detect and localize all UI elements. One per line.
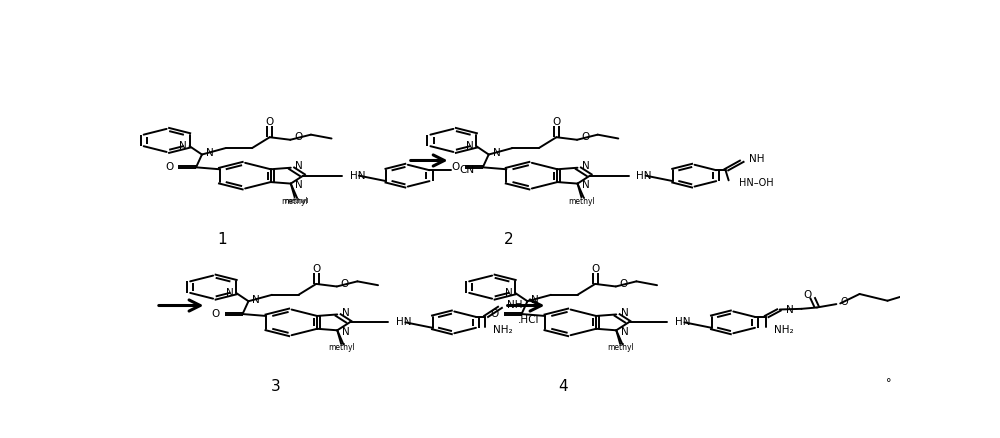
Text: methyl: methyl [285, 198, 309, 204]
Text: O: O [341, 279, 349, 289]
Text: N: N [621, 327, 629, 337]
Text: methyl: methyl [568, 197, 595, 205]
Text: NH: NH [749, 154, 764, 164]
Text: N: N [505, 288, 513, 298]
Text: N: N [531, 294, 539, 304]
Text: N: N [786, 304, 794, 314]
Text: HN: HN [636, 171, 652, 180]
Text: N: N [226, 288, 234, 298]
Text: O: O [591, 264, 599, 274]
Text: N: N [206, 148, 214, 158]
Text: O: O [552, 117, 561, 127]
Text: O: O [211, 309, 220, 319]
Text: NH₂: NH₂ [774, 325, 793, 336]
Text: N: N [342, 308, 350, 318]
Text: N: N [582, 180, 590, 190]
Text: 4: 4 [558, 379, 568, 394]
Text: O: O [294, 132, 302, 142]
Text: NH₂: NH₂ [493, 325, 513, 336]
Text: O: O [452, 162, 460, 172]
Text: N: N [582, 161, 590, 171]
Text: HN–OH: HN–OH [739, 178, 774, 188]
Text: methyl: methyl [281, 197, 308, 205]
Text: 3: 3 [271, 379, 281, 394]
Text: O: O [266, 117, 274, 127]
Text: N: N [342, 327, 350, 337]
Text: CN: CN [459, 165, 474, 175]
Text: N: N [252, 294, 260, 304]
Text: N: N [621, 308, 629, 318]
Text: O: O [165, 162, 173, 172]
Text: O: O [620, 279, 628, 289]
Text: N: N [179, 141, 187, 151]
Text: °: ° [886, 378, 891, 388]
Text: NH: NH [507, 300, 522, 311]
Text: .HCl: .HCl [518, 314, 539, 325]
Text: HN: HN [350, 171, 365, 180]
Text: O: O [804, 290, 812, 300]
Text: 2: 2 [504, 232, 513, 247]
Text: O: O [581, 132, 589, 142]
Text: O: O [490, 309, 499, 319]
Text: 1: 1 [217, 232, 227, 247]
Text: N: N [295, 161, 303, 171]
Text: O: O [312, 264, 320, 274]
Text: methyl: methyl [607, 343, 634, 352]
Text: O: O [840, 297, 848, 307]
Text: N: N [493, 148, 500, 158]
Text: methyl: methyl [328, 343, 355, 352]
Text: HN: HN [675, 318, 691, 327]
Text: N: N [466, 141, 474, 151]
Text: HN: HN [396, 318, 412, 327]
Text: N: N [295, 180, 303, 190]
